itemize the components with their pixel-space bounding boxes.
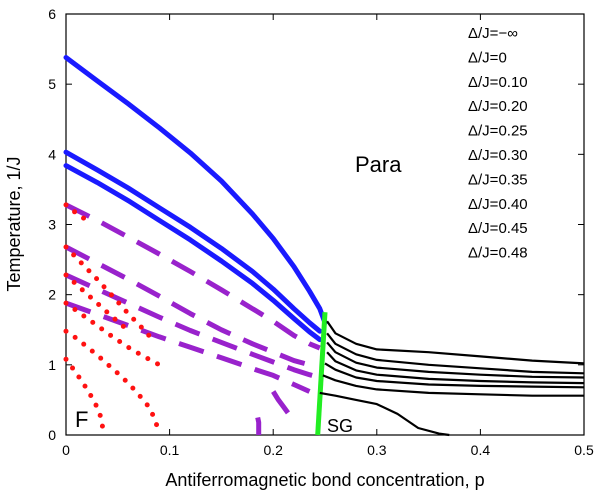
x-tick-label: 0 [62, 442, 70, 458]
legend-entry: Δ/J=0.10 [468, 74, 528, 91]
series-line-blue-solid [63, 163, 323, 343]
region-label-ferro: F [75, 407, 88, 432]
legend-entry: Δ/J=−∞ [468, 25, 518, 42]
x-tick-label: 0.2 [263, 442, 283, 458]
legend-entry: Δ/J=0.20 [468, 98, 528, 115]
series-line-black-solid [326, 332, 585, 375]
series-line-blue-solid [63, 149, 323, 334]
series-line-purple-dashed-then-blue [64, 244, 316, 369]
series-line-black-solid [319, 391, 450, 437]
series-line-green-solid [315, 312, 328, 436]
legend-entry: Δ/J=0.30 [468, 147, 528, 164]
y-tick-label: 1 [48, 357, 56, 373]
x-tick-label: 0.3 [367, 442, 387, 458]
legend: Δ/J=−∞ Δ/J=0 Δ/J=0.10 Δ/J=0.20 Δ/J=0.25 Δ/J=0… [468, 25, 528, 262]
series-line-red-dotted [63, 202, 90, 223]
y-tick-label: 6 [48, 6, 56, 22]
series-line-blue-solid [63, 55, 328, 326]
series-line-purple-dashed [65, 300, 311, 394]
region-label-para: Para [355, 152, 402, 177]
region-label-spin-glass: SG [327, 416, 353, 436]
y-axis-title: Temperature, 1/J [4, 156, 24, 291]
legend-entry: Δ/J=0.25 [468, 123, 528, 140]
y-tick-label: 5 [48, 76, 56, 92]
series-line-black-solid [326, 320, 585, 365]
series-line-black-solid [326, 341, 585, 379]
legend-entry: Δ/J=0.35 [468, 171, 528, 188]
x-tick-label: 0.4 [471, 442, 491, 458]
series-line-black-solid [324, 362, 585, 389]
series-line-red-dotted [63, 328, 161, 437]
series-line-black-solid [322, 374, 584, 397]
y-tick-label: 3 [48, 217, 56, 233]
legend-entry: Δ/J=0.48 [468, 245, 528, 262]
legend-entry: Δ/J=0 [468, 49, 507, 66]
legend-entry: Δ/J=0.45 [468, 220, 528, 237]
series-line-red-dotted [63, 244, 152, 338]
axis-ticks: 0 0.1 0.2 0.3 0.4 0.5 0 1 2 3 4 5 6 [48, 6, 594, 458]
series-line-red-dotted [63, 356, 106, 437]
series-group [63, 55, 585, 437]
series-line-purple-dashed-then-blue [64, 202, 321, 351]
legend-entry: Δ/J=0.40 [468, 196, 528, 213]
x-tick-label: 0.1 [160, 442, 180, 458]
series-line-black-solid [326, 351, 585, 385]
x-axis-title: Antiferromagnetic bond concentration, p [165, 470, 484, 490]
y-tick-label: 2 [48, 287, 56, 303]
y-tick-label: 4 [48, 146, 56, 162]
x-tick-label: 0.5 [574, 442, 594, 458]
y-tick-label: 0 [48, 427, 56, 443]
series-line-purple-dashed-then-blue [64, 272, 321, 380]
series-line-purple-dashed [255, 417, 262, 435]
series-line-purple-dashed [271, 390, 296, 422]
series-line-red-dotted [63, 272, 131, 333]
